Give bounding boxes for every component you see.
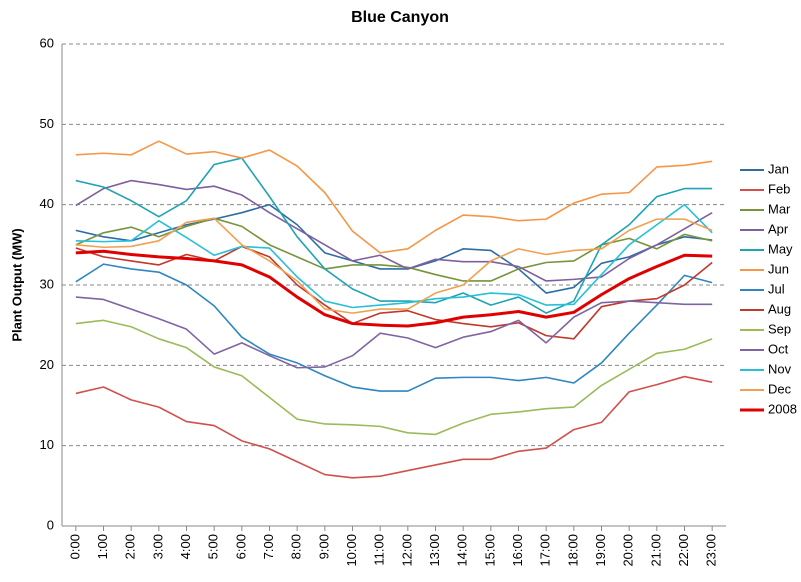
y-tick-label: 60	[40, 35, 54, 50]
x-tick-label: 4:00	[178, 534, 193, 559]
x-tick-label: 10:00	[344, 534, 359, 567]
legend-label: Feb	[768, 181, 790, 196]
series-line	[75, 217, 713, 282]
y-tick-label: 10	[40, 437, 54, 452]
series-line	[75, 263, 713, 392]
y-tick-label: 30	[40, 276, 54, 291]
legend-label: May	[768, 241, 793, 256]
x-tick-label: 6:00	[233, 534, 248, 559]
x-tick-label: 19:00	[593, 534, 608, 567]
series-line	[75, 249, 713, 328]
legend-label: Jan	[768, 161, 789, 176]
x-tick-label: 11:00	[372, 534, 387, 566]
x-tick-label: 9:00	[316, 534, 331, 559]
y-tick-label: 20	[40, 357, 54, 372]
y-tick-label: 40	[40, 196, 54, 211]
x-tick-label: 20:00	[621, 534, 636, 567]
x-tick-label: 3:00	[150, 534, 165, 559]
x-tick-label: 21:00	[648, 534, 663, 567]
x-tick-label: 0:00	[67, 534, 82, 559]
x-tick-label: 23:00	[704, 534, 719, 567]
y-tick-label: 50	[40, 116, 54, 131]
y-tick-label: 0	[47, 517, 54, 532]
legend-label: Apr	[768, 221, 789, 236]
legend-label: Mar	[768, 201, 791, 216]
x-tick-label: 16:00	[510, 534, 525, 567]
x-tick-label: 15:00	[482, 534, 497, 567]
x-tick-label: 13:00	[427, 534, 442, 567]
series-line	[75, 179, 713, 282]
series-line	[75, 140, 713, 254]
chart-title: Blue Canyon	[351, 9, 449, 26]
series-line	[75, 375, 713, 479]
x-tick-label: 12:00	[399, 534, 414, 567]
legend-label: Sep	[768, 321, 791, 336]
legend-label: Dec	[768, 381, 792, 396]
x-tick-label: 2:00	[123, 534, 138, 559]
x-tick-label: 1:00	[95, 534, 110, 559]
y-axis-label: Plant Output (MW)	[9, 228, 24, 341]
x-tick-label: 14:00	[455, 534, 470, 567]
legend-label: Nov	[768, 361, 792, 376]
series-line	[75, 203, 713, 294]
series-line	[75, 319, 713, 436]
legend-label: 2008	[768, 401, 797, 416]
x-tick-label: 18:00	[565, 534, 580, 567]
series-line	[75, 245, 713, 340]
series-line	[75, 203, 713, 309]
legend-label: Aug	[768, 301, 791, 316]
legend-label: Jul	[768, 281, 785, 296]
legend-label: Jun	[768, 261, 789, 276]
legend-label: Oct	[768, 341, 789, 356]
x-tick-label: 7:00	[261, 534, 276, 559]
x-tick-label: 8:00	[289, 534, 304, 559]
x-tick-label: 17:00	[538, 534, 553, 567]
series-line	[75, 157, 713, 314]
series-line	[75, 217, 713, 314]
series-line	[75, 296, 713, 369]
x-tick-label: 5:00	[206, 534, 221, 559]
x-tick-label: 22:00	[676, 534, 691, 567]
